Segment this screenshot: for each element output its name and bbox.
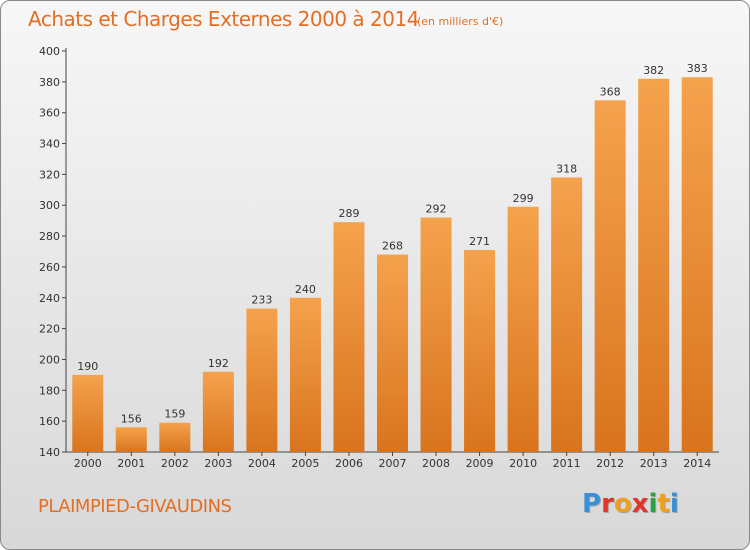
x-tick-label-2004: 2004 bbox=[248, 457, 276, 470]
logo-letter: x bbox=[631, 489, 649, 519]
bar-2003 bbox=[202, 371, 234, 452]
logo-letter: P bbox=[582, 489, 602, 519]
bar-2014 bbox=[681, 77, 713, 452]
axes: 140 160 180 200 220 240 260 280 300 320 340 360 380 4… bbox=[39, 45, 719, 470]
value-label-2013: 382 bbox=[643, 64, 664, 77]
chart-title: Achats et Charges Externes 2000 à 2014 bbox=[28, 7, 419, 31]
x-tick-label-2014: 2014 bbox=[683, 457, 711, 470]
value-label-2014: 383 bbox=[687, 62, 708, 75]
value-label-2000: 190 bbox=[77, 360, 98, 373]
x-tick-label-2000: 2000 bbox=[74, 457, 102, 470]
y-tick-label: 180 bbox=[39, 384, 60, 397]
y-tick-label: 160 bbox=[39, 415, 60, 428]
y-tick-label: 240 bbox=[39, 292, 60, 305]
bar-2006 bbox=[333, 222, 365, 452]
value-label-2010: 299 bbox=[513, 192, 534, 205]
y-tick-label: 260 bbox=[39, 261, 60, 274]
y-tick-label: 320 bbox=[39, 168, 60, 181]
y-tick-label: 220 bbox=[39, 323, 60, 336]
x-tick-label-2003: 2003 bbox=[204, 457, 232, 470]
bar-2000 bbox=[72, 374, 104, 452]
x-tick-label-2012: 2012 bbox=[596, 457, 624, 470]
bar-2001 bbox=[115, 427, 147, 452]
proxiti-logo[interactable]: Proxiti bbox=[582, 489, 679, 519]
logo-letter: i bbox=[648, 489, 658, 519]
bar-2009 bbox=[464, 249, 496, 452]
bar-2008 bbox=[420, 217, 452, 452]
value-label-2005: 240 bbox=[295, 283, 316, 296]
value-label-2012: 368 bbox=[600, 85, 621, 98]
y-tick-label: 280 bbox=[39, 230, 60, 243]
value-label-2007: 268 bbox=[382, 240, 403, 253]
x-tick-label-2008: 2008 bbox=[422, 457, 450, 470]
bar-2012 bbox=[594, 100, 626, 452]
value-label-2006: 289 bbox=[338, 207, 359, 220]
x-tick-label-2007: 2007 bbox=[379, 457, 407, 470]
logo-letter: t bbox=[657, 489, 670, 519]
y-tick-label: 200 bbox=[39, 353, 60, 366]
x-tick-label-2001: 2001 bbox=[117, 457, 145, 470]
x-tick-label-2005: 2005 bbox=[291, 457, 319, 470]
bar-2010 bbox=[507, 206, 539, 452]
bars bbox=[72, 77, 713, 452]
y-tick-label: 400 bbox=[39, 45, 60, 58]
x-tick-label-2010: 2010 bbox=[509, 457, 537, 470]
y-tick-label: 340 bbox=[39, 138, 60, 151]
x-tick-label-2006: 2006 bbox=[335, 457, 363, 470]
bar-2004 bbox=[246, 308, 278, 452]
x-tick-label-2009: 2009 bbox=[466, 457, 494, 470]
bar-2013 bbox=[638, 78, 670, 452]
logo-letter: r bbox=[601, 489, 614, 519]
bar-2007 bbox=[377, 254, 408, 452]
bar-2005 bbox=[289, 297, 321, 452]
value-label-2008: 292 bbox=[426, 203, 447, 216]
logo-letter: i bbox=[669, 489, 679, 519]
value-label-2004: 233 bbox=[251, 294, 272, 307]
y-tick-label: 300 bbox=[39, 199, 60, 212]
y-tick-label: 380 bbox=[39, 76, 60, 89]
value-label-2011: 318 bbox=[556, 162, 577, 175]
y-tick-label: 140 bbox=[39, 446, 60, 459]
y-tick-label: 360 bbox=[39, 107, 60, 120]
bar-2002 bbox=[159, 422, 191, 452]
x-tick-label-2011: 2011 bbox=[553, 457, 581, 470]
value-label-2009: 271 bbox=[469, 235, 490, 248]
value-label-2001: 156 bbox=[121, 412, 142, 425]
x-tick-label-2002: 2002 bbox=[161, 457, 189, 470]
value-label-2002: 159 bbox=[164, 408, 185, 421]
logo-letter: o bbox=[613, 489, 632, 519]
bar-2011 bbox=[551, 177, 583, 452]
value-label-2003: 192 bbox=[208, 357, 229, 370]
labels: 190 156 159 192 233 240 289 268 292 271 299 318 368 3… bbox=[77, 62, 707, 425]
commune-name: PLAIMPIED-GIVAUDINS bbox=[38, 496, 232, 517]
chart-unit: (en milliers d'€) bbox=[417, 15, 504, 28]
x-tick-label-2013: 2013 bbox=[640, 457, 668, 470]
